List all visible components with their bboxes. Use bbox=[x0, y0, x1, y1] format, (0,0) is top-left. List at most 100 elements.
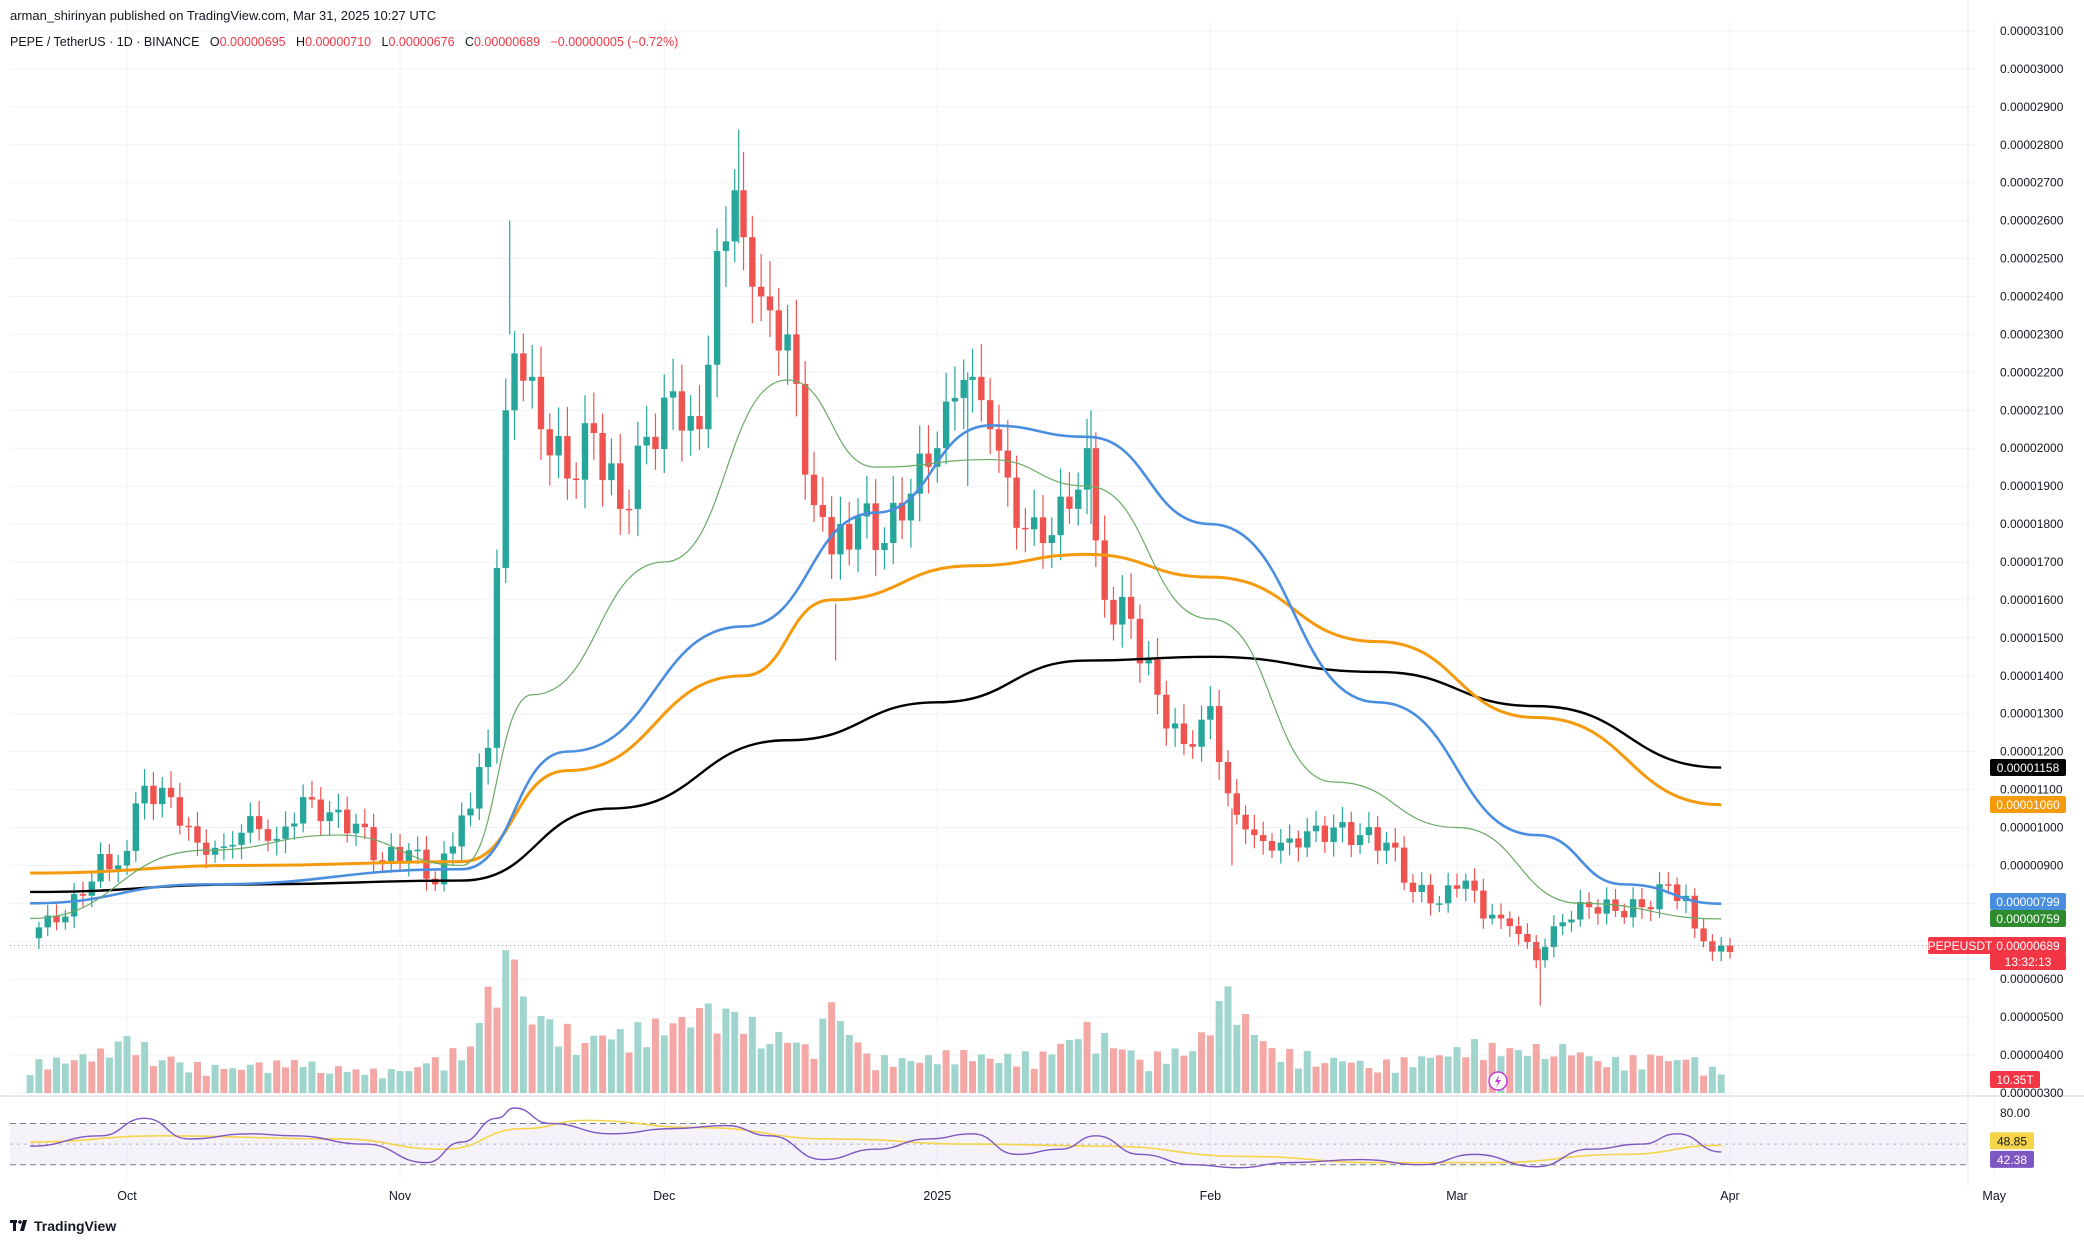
volume-bar bbox=[1567, 1055, 1575, 1093]
candle-body bbox=[1638, 899, 1646, 908]
candle-body bbox=[449, 846, 457, 854]
candle-body bbox=[70, 894, 78, 917]
candle-body bbox=[211, 847, 219, 855]
candle-body bbox=[370, 827, 377, 861]
candle-body bbox=[1365, 827, 1373, 836]
volume-bar bbox=[819, 1018, 827, 1093]
x-tick-label: Mar bbox=[1446, 1189, 1468, 1203]
candle-body bbox=[1242, 814, 1249, 830]
y-tick-label: 0.00002600 bbox=[2000, 214, 2064, 228]
symbol-label[interactable]: PEPE / TetherUS · 1D · BINANCE bbox=[10, 35, 200, 49]
y-tick-label: 0.00000300 bbox=[2000, 1086, 2064, 1100]
candle-body bbox=[282, 826, 289, 839]
candle-body bbox=[1277, 842, 1285, 851]
volume-bar bbox=[334, 1066, 342, 1093]
volume-bar bbox=[1603, 1067, 1611, 1093]
candle-body bbox=[572, 478, 580, 481]
volume-bar bbox=[1154, 1051, 1161, 1093]
volume-bar bbox=[766, 1043, 774, 1093]
candle-body bbox=[317, 799, 324, 822]
candle-body bbox=[581, 423, 589, 480]
volume-bar bbox=[211, 1064, 219, 1093]
candle-body bbox=[819, 505, 827, 518]
x-tick-label: 2025 bbox=[923, 1189, 951, 1203]
volume-bar bbox=[933, 1064, 941, 1093]
volume-bar bbox=[1356, 1060, 1364, 1093]
volume-bar bbox=[1638, 1069, 1646, 1093]
volume-bar bbox=[1083, 1021, 1091, 1093]
candle-body bbox=[1057, 496, 1064, 536]
candle-body bbox=[907, 493, 915, 521]
countdown-label-bg bbox=[1990, 953, 2066, 970]
candle-body bbox=[1268, 841, 1276, 851]
y-tick-label: 0.00001700 bbox=[2000, 555, 2064, 569]
candle-body bbox=[335, 809, 342, 813]
candle-body bbox=[273, 838, 280, 841]
candle-body bbox=[678, 391, 686, 431]
candle-body bbox=[520, 353, 527, 381]
candle-body bbox=[467, 808, 474, 816]
volume-bar bbox=[387, 1069, 395, 1093]
volume-bar bbox=[1673, 1060, 1681, 1093]
candle-body bbox=[1427, 884, 1434, 904]
candle-body bbox=[1647, 907, 1654, 910]
volume-bar bbox=[1453, 1047, 1461, 1093]
ma-end-label: 0.00001158 bbox=[1997, 761, 2060, 775]
volume-bar bbox=[141, 1042, 149, 1093]
volume-bar bbox=[898, 1058, 906, 1093]
volume-bar bbox=[616, 1029, 624, 1093]
volume-bar bbox=[26, 1075, 34, 1093]
volume-bar bbox=[1585, 1056, 1593, 1093]
volume-bar bbox=[53, 1057, 61, 1093]
volume-value-label: 10.35T bbox=[1996, 1073, 2034, 1087]
volume-bar bbox=[775, 1031, 783, 1093]
volume-bar bbox=[79, 1054, 87, 1093]
candle-body bbox=[264, 829, 272, 841]
candle-body bbox=[652, 436, 659, 450]
volume-bar bbox=[854, 1042, 862, 1093]
candle-body bbox=[1717, 945, 1725, 952]
candle-body bbox=[1145, 659, 1152, 664]
x-tick-label: Apr bbox=[1720, 1189, 1739, 1203]
candle-body bbox=[1092, 448, 1100, 541]
volume-bar bbox=[986, 1058, 994, 1093]
volume-bar bbox=[1021, 1051, 1029, 1093]
candle-body bbox=[872, 503, 879, 551]
volume-bar bbox=[669, 1023, 677, 1093]
candle-body bbox=[846, 523, 853, 550]
volume-bar bbox=[1338, 1061, 1346, 1093]
volume-bar bbox=[828, 1002, 836, 1093]
volume-bar bbox=[1242, 1014, 1250, 1093]
candle-body bbox=[625, 508, 633, 511]
chart-grid bbox=[0, 0, 2084, 1185]
candle-body bbox=[1321, 825, 1329, 842]
volume-bar bbox=[1171, 1048, 1179, 1093]
volume-bar bbox=[1708, 1066, 1716, 1093]
volume-bar bbox=[546, 1019, 554, 1093]
volume-bar bbox=[123, 1036, 131, 1093]
candle-body bbox=[141, 785, 148, 804]
x-tick-label: Nov bbox=[389, 1189, 412, 1203]
volume-bar bbox=[114, 1041, 122, 1093]
candle-body bbox=[1453, 885, 1461, 889]
y-tick-label: 0.00001100 bbox=[2000, 783, 2063, 797]
volume-bar bbox=[1444, 1056, 1452, 1093]
candle-body bbox=[1436, 903, 1443, 905]
volume-bar bbox=[907, 1060, 915, 1093]
y-tick-label: 0.00002500 bbox=[2000, 252, 2064, 266]
volume-bar bbox=[1074, 1039, 1082, 1093]
volume-bar bbox=[660, 1035, 668, 1093]
volume-bar bbox=[784, 1042, 792, 1093]
candle-body bbox=[88, 881, 95, 896]
x-tick-label: Feb bbox=[1200, 1189, 1222, 1203]
volume-bar bbox=[607, 1039, 615, 1093]
volume-bar bbox=[88, 1061, 96, 1093]
candle-body bbox=[1594, 907, 1602, 914]
candle-body bbox=[775, 310, 782, 351]
tradingview-footer[interactable]: TradingView bbox=[10, 1218, 116, 1234]
candle-body bbox=[1488, 914, 1496, 919]
candle-body bbox=[925, 453, 932, 467]
volume-bar bbox=[1189, 1051, 1197, 1093]
candle-body bbox=[1013, 477, 1020, 528]
